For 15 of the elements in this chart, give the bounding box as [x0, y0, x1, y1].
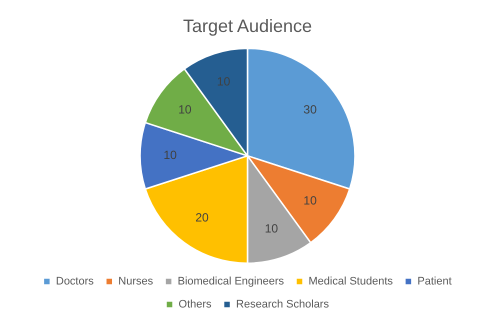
legend-label: Patient — [417, 276, 452, 288]
legend-label: Others — [178, 298, 212, 311]
legend-label: Doctors — [56, 276, 94, 288]
data-label: 10 — [163, 148, 178, 162]
chart-title: Target Audience — [182, 16, 312, 36]
data-label: 10 — [303, 194, 318, 208]
data-label: 10 — [216, 74, 231, 89]
data-label: 10 — [264, 222, 278, 236]
data-label: 20 — [195, 210, 210, 225]
legend-label: Nurses — [118, 276, 154, 288]
legend-label: Medical Students — [308, 276, 394, 288]
data-label: 10 — [178, 102, 192, 117]
legend-label: Biomedical Engineers — [178, 276, 285, 288]
legend-label: Research Scholars — [236, 298, 330, 311]
data-label: 30 — [303, 102, 318, 117]
